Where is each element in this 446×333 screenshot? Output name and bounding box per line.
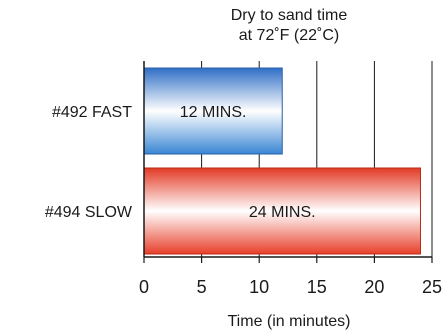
bars: 12 MINS. 24 MINS. xyxy=(143,67,421,255)
x-tick-label-10: 10 xyxy=(249,277,269,297)
category-label-2: #494 SLOW xyxy=(45,204,133,221)
bar-2 xyxy=(143,167,421,255)
data-label-1: 12 MINS. xyxy=(180,104,247,121)
chart-title: Dry to sand time xyxy=(230,7,348,24)
tick-labels: 0 5 10 15 20 25 xyxy=(139,277,442,297)
bar-1 xyxy=(143,67,283,155)
x-tick-label-5: 5 xyxy=(197,277,207,297)
x-tick-label-20: 20 xyxy=(364,277,384,297)
x-tick-label-15: 15 xyxy=(307,277,327,297)
x-tick-label-0: 0 xyxy=(139,277,149,297)
category-label-1: #492 FAST xyxy=(52,104,132,121)
category-labels: #492 FAST #494 SLOW xyxy=(45,104,133,221)
x-axis-label: Time (in minutes) xyxy=(228,313,351,330)
axes xyxy=(143,61,433,263)
chart-subtitle: at 72˚F (22˚C) xyxy=(238,27,340,44)
x-tick-label-25: 25 xyxy=(422,277,442,297)
data-label-2: 24 MINS. xyxy=(249,204,316,221)
